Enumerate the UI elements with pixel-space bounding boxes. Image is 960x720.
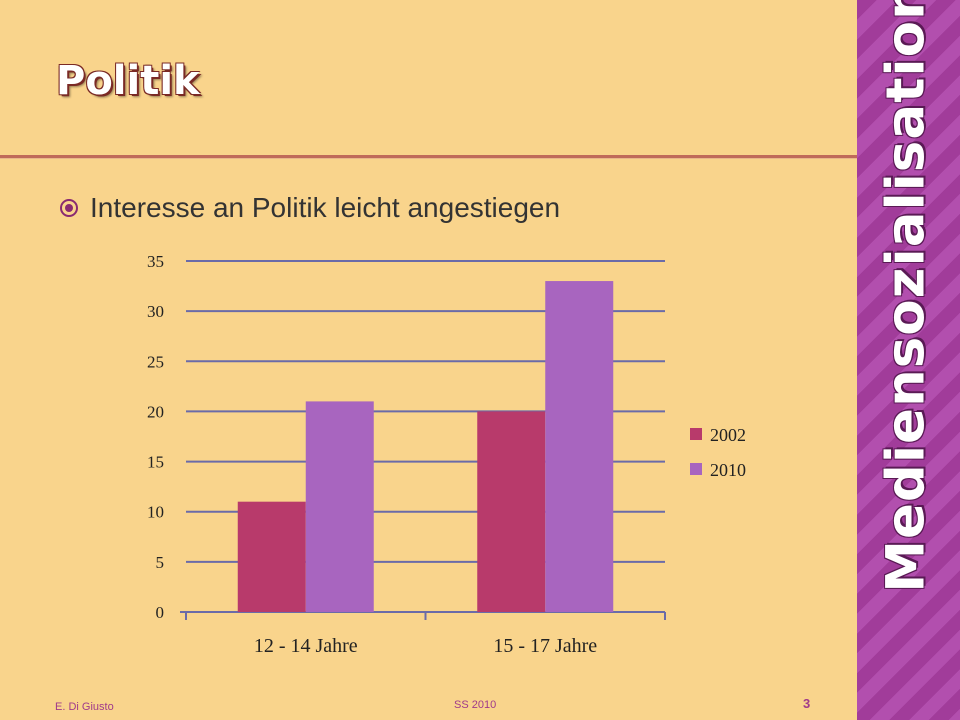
bar-chart: 0 5 10 15 20 25 30 35 12 - 14 Jahre 15 - 17 Jahre… bbox=[147, 252, 746, 657]
x-tick-label: 12 - 14 Jahre bbox=[254, 635, 358, 657]
bar bbox=[237, 501, 306, 612]
slide-title: Politik bbox=[56, 58, 200, 104]
legend-label: 2002 bbox=[710, 425, 746, 445]
bar bbox=[545, 281, 614, 612]
y-tick-label: 15 bbox=[147, 453, 164, 472]
x-tick-label: 15 - 17 Jahre bbox=[493, 635, 597, 657]
legend-label: 2010 bbox=[710, 460, 746, 480]
y-tick-label: 0 bbox=[156, 603, 165, 622]
bullet-text: Interesse an Politik leicht angestiegen bbox=[90, 192, 561, 223]
bullet-item: Interesse an Politik leicht angestiegen bbox=[60, 192, 560, 224]
side-banner bbox=[857, 0, 960, 720]
y-tick-label: 5 bbox=[156, 553, 165, 572]
legend-swatch bbox=[690, 428, 702, 440]
y-tick-label: 25 bbox=[147, 352, 164, 371]
footer-author: E. Di Giusto bbox=[55, 701, 114, 713]
side-title: Mediensozialisation bbox=[875, 0, 937, 593]
title-divider bbox=[0, 155, 857, 158]
legend-swatch bbox=[690, 463, 702, 475]
y-tick-label: 10 bbox=[147, 503, 164, 522]
y-tick-label: 30 bbox=[147, 302, 164, 321]
page-number: 3 bbox=[803, 696, 811, 711]
y-tick-label: 35 bbox=[147, 252, 164, 271]
bar bbox=[305, 401, 374, 612]
footer-semester: SS 2010 bbox=[454, 699, 497, 711]
bar bbox=[477, 411, 546, 612]
y-tick-label: 20 bbox=[147, 402, 164, 421]
bullet-icon bbox=[60, 199, 78, 217]
